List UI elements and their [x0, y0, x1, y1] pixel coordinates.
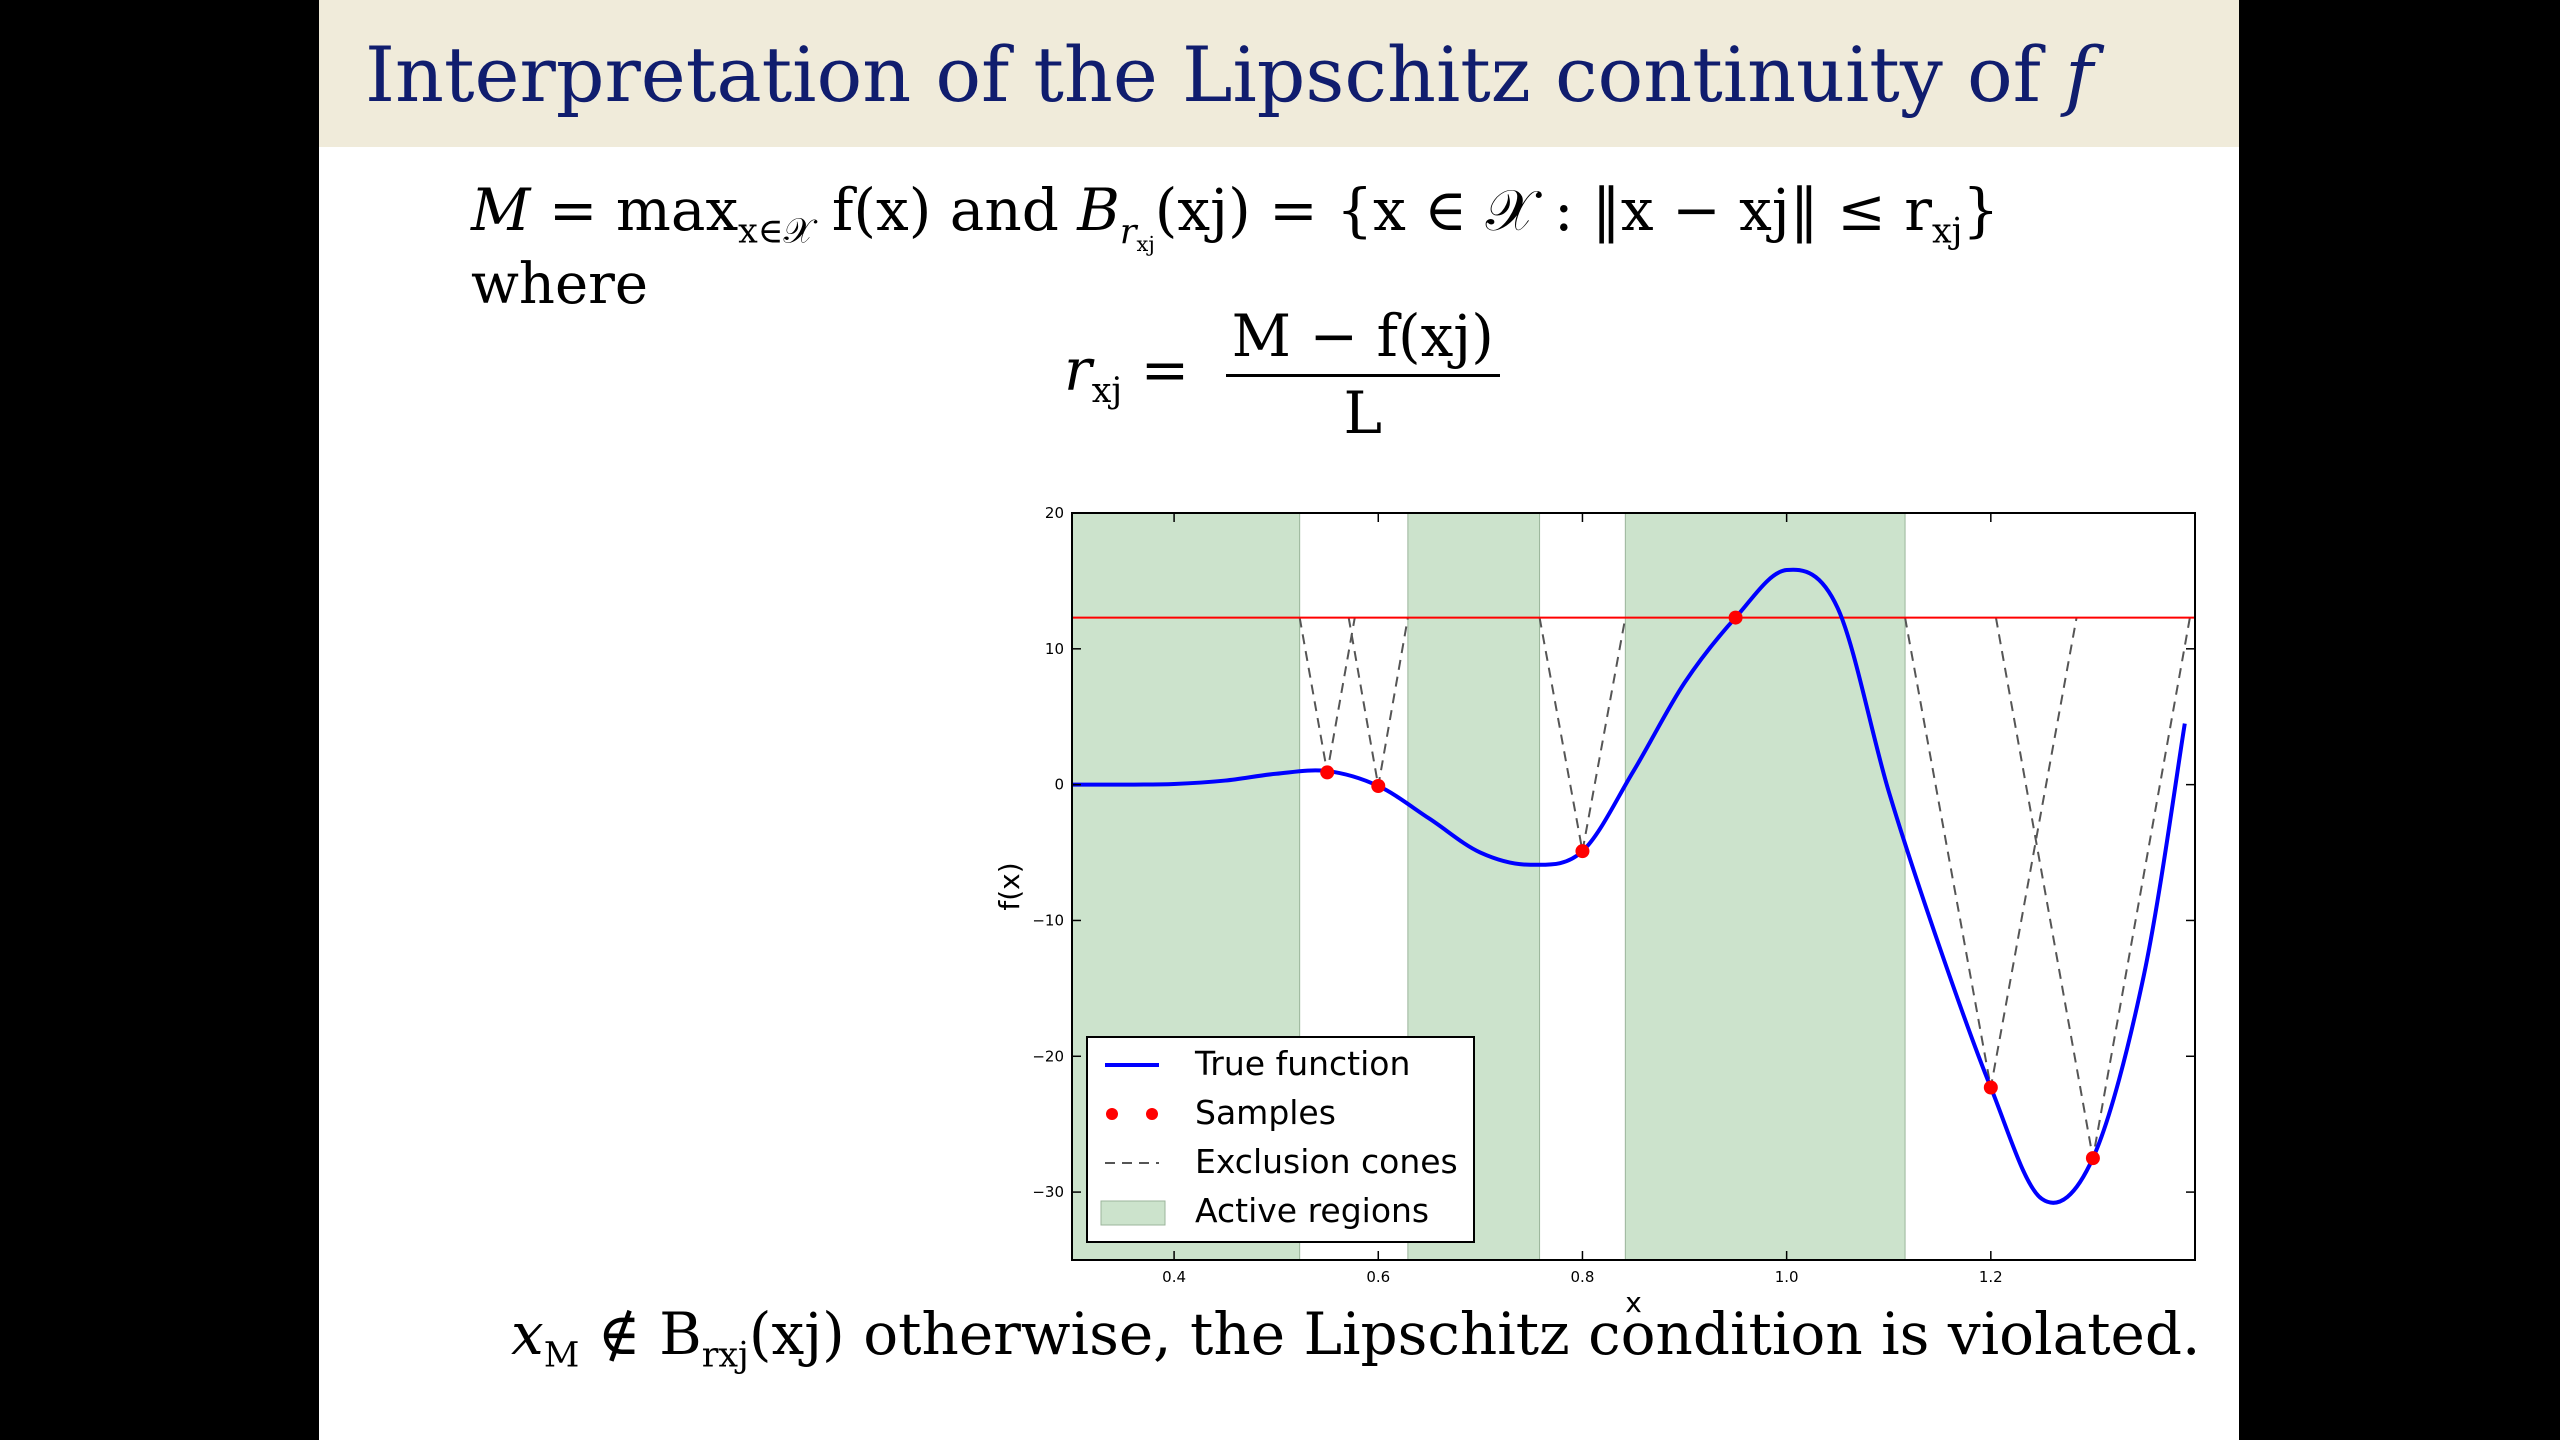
eq2-denominator: L [1343, 379, 1383, 447]
eq1-close: } [1962, 176, 2000, 244]
active-region-2 [1624, 512, 1906, 1261]
x-tick-label-1: 0.6 [1366, 1268, 1390, 1286]
x-tick-label-2: 0.8 [1571, 1268, 1595, 1286]
legend-dot-swatch-a [1106, 1108, 1118, 1120]
true-function-layer [1071, 567, 2187, 1205]
lipschitz-chart: 0.4 0.6 0.8 1.0 1.2 20 10 0 −10 −20 −30 x f(x) True … [993, 504, 2196, 1319]
y-tick-label-5: −30 [1032, 1183, 1064, 1201]
title-symbol: f [2065, 30, 2094, 119]
eq1-f: f(x) [813, 176, 932, 244]
eq2-r: r [1064, 335, 1092, 404]
slide: Interpretation of the Lipschitz continui… [319, 0, 2239, 1440]
definition-equation: M = maxx∈𝒳 f(x) and Brxj(xj) = {x ∈ 𝒳 : … [471, 176, 1999, 256]
title-bar: Interpretation of the Lipschitz continui… [319, 0, 2239, 147]
footer-rest: (xj) otherwise, the Lipschitz condition … [748, 1300, 2201, 1368]
eq2-equals: = [1122, 335, 1208, 404]
legend-dot-swatch-b [1146, 1108, 1158, 1120]
x-tick-label-0: 0.4 [1162, 1268, 1186, 1286]
y-tick-label-4: −20 [1032, 1047, 1064, 1065]
y-tick-label-0: 20 [1045, 504, 1064, 522]
y-tick-label-3: −10 [1032, 911, 1064, 929]
exclusion-cone-2 [1538, 617, 1627, 852]
radius-equation: rxj = M − f(xj) L [1064, 302, 1500, 447]
x-tick-label-4: 1.2 [1979, 1268, 2003, 1286]
footer-B-sub: rxj [701, 1335, 749, 1376]
footer-x-sub: M [543, 1335, 580, 1376]
legend-label-3: Active regions [1195, 1191, 1429, 1230]
x-tick-label-3: 1.0 [1775, 1268, 1799, 1286]
eq1-max-sub: x∈𝒳 [738, 211, 814, 252]
axes-layer: 0.4 0.6 0.8 1.0 1.2 20 10 0 −10 −20 −30 x f(x) [993, 504, 2195, 1319]
samples-layer [1320, 610, 2100, 1166]
title-text: Interpretation of the Lipschitz continui… [365, 30, 2041, 119]
legend: True function Samples Exclusion cones Activ… [1086, 1036, 1475, 1243]
eq1-B-sub: r [1119, 211, 1137, 252]
sample-point-4 [1983, 1080, 1998, 1095]
true-function-line [1071, 567, 2187, 1205]
legend-label-1: Samples [1195, 1093, 1336, 1132]
eq2-fraction: M − f(xj) L [1225, 302, 1500, 447]
eq1-and: and [931, 176, 1078, 244]
slide-title: Interpretation of the Lipschitz continui… [365, 30, 2093, 119]
eq2-numerator: M − f(xj) [1225, 302, 1500, 377]
eq1-r-sub: xj [1932, 211, 1963, 252]
y-tick-label-1: 10 [1045, 640, 1064, 658]
legend-label-0: True function [1194, 1044, 1410, 1083]
exclusion-cone-1 [1347, 617, 1409, 787]
legend-patch-swatch [1100, 1200, 1166, 1226]
sample-point-0 [1320, 765, 1335, 780]
sample-point-1 [1371, 778, 1386, 793]
exclusion-cone-3 [1904, 617, 2078, 1088]
eq2-r-sub: xj [1091, 371, 1123, 412]
where-text: where [471, 252, 649, 317]
footer-statement: xM ∉ Brxj(xj) otherwise, the Lipschitz c… [511, 1300, 2200, 1376]
y-tick-label-2: 0 [1054, 776, 1064, 794]
eq1-M: M [471, 176, 531, 244]
sample-point-5 [2085, 1151, 2100, 1166]
legend-label-2: Exclusion cones [1195, 1142, 1458, 1181]
footer-notin: ∉ B [579, 1300, 702, 1368]
footer-x: x [511, 1300, 544, 1368]
eq1-max: = max [530, 176, 739, 244]
sample-point-2 [1575, 844, 1590, 859]
exclusion-cone-0 [1298, 617, 1356, 773]
eq1-set: (xj) = {x ∈ 𝒳 : ‖x − xj‖ ≤ r [1154, 176, 1932, 244]
x-axis-label: x [1625, 1286, 1642, 1319]
sample-point-3 [1728, 610, 1743, 625]
eq1-B: B [1077, 176, 1120, 244]
eq1-B-subsub: xj [1136, 231, 1155, 256]
plot-frame [1071, 512, 2196, 1261]
y-axis-label: f(x) [993, 862, 1026, 910]
